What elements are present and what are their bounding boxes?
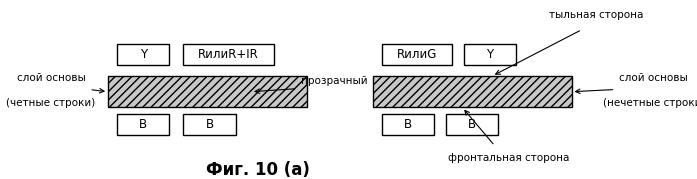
Text: RилиG: RилиG [397, 48, 437, 61]
Bar [373, 76, 572, 107]
Text: RилиR+IR: RилиR+IR [198, 48, 259, 61]
Text: слой основы: слой основы [620, 73, 688, 83]
Text: B: B [206, 118, 213, 131]
Bar [117, 114, 169, 135]
Bar [382, 114, 434, 135]
Text: слой основы: слой основы [17, 73, 85, 83]
Bar [108, 76, 307, 107]
Bar [446, 114, 498, 135]
Text: B: B [404, 118, 412, 131]
Text: Y: Y [139, 48, 147, 61]
Bar [117, 44, 169, 65]
Text: фронтальная сторона: фронтальная сторона [448, 153, 569, 163]
Text: Y: Y [486, 48, 493, 61]
Bar [183, 114, 236, 135]
Text: тыльная сторона: тыльная сторона [549, 10, 643, 20]
Bar [464, 44, 516, 65]
Bar [382, 44, 452, 65]
Text: B: B [468, 118, 476, 131]
Text: B: B [139, 118, 147, 131]
Text: Фиг. 10 (a): Фиг. 10 (a) [206, 161, 310, 179]
Text: (четные строки): (четные строки) [6, 98, 95, 108]
Text: (нечетные строки): (нечетные строки) [602, 98, 697, 108]
Text: прозрачный: прозрачный [301, 76, 368, 86]
Bar [183, 44, 274, 65]
